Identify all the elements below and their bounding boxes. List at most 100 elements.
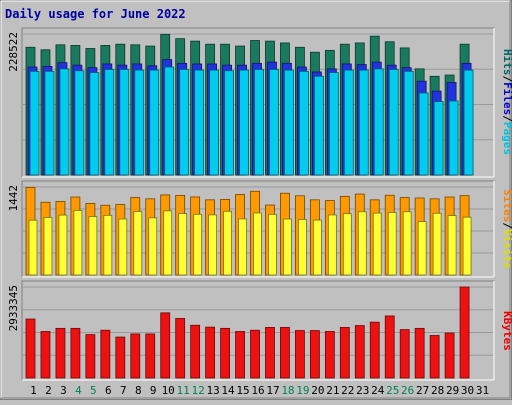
bar-sites-day-23 [357,211,367,276]
bar-pages-day-1 [29,70,40,176]
bar-kbytes-day-19 [295,330,305,379]
bar-kbytes-day-11 [175,318,186,379]
legend-entry: Files [501,82,512,115]
day-label-20: 20 [311,384,324,397]
panel-visits-sites: 1442 Sites/Visits [7,180,512,278]
bar-sites-day-26 [402,211,412,276]
bar-kbytes-day-30 [459,286,470,379]
bar-sites-day-24 [372,212,382,276]
bar-pages-day-24 [373,68,384,176]
bar-sites-day-6 [103,214,113,276]
panel-max-label: 2933345 [7,285,20,331]
x-axis-day-labels: 1 2 3 4 5 6 7 8 9 10 11 12 13 14 15 16 17 18 19 20 21 22 23 24 2… [30,384,489,397]
bar-sites-day-11 [178,213,188,276]
bar-kbytes-day-14 [220,327,230,379]
day-label-12: 12 [192,384,205,397]
day-label-16: 16 [251,384,264,397]
bar-sites-day-2 [43,217,53,276]
bar-kbytes-day-1 [25,318,36,379]
bar-pages-day-2 [44,70,55,176]
bar-kbytes-day-5 [85,334,96,379]
day-label-19: 19 [296,384,309,397]
bar-pages-day-15 [239,69,249,176]
bar-kbytes-day-28 [429,335,440,379]
day-label-17: 17 [266,384,279,397]
bar-pages-day-12 [194,69,205,176]
bar-sites-day-8 [133,211,143,276]
bar-kbytes-day-21 [324,331,335,379]
day-label-6: 6 [105,384,112,397]
bar-pages-day-5 [89,72,100,176]
legend-entry: Hits [501,49,512,76]
bar-kbytes-day-22 [339,327,350,379]
panel-kbytes: 2933345 KBytes [7,280,512,381]
day-label-24: 24 [371,384,385,397]
bar-kbytes-day-25 [384,315,395,379]
bar-kbytes-day-13 [205,326,216,379]
day-label-29: 29 [446,384,459,397]
bar-pages-day-13 [209,69,220,176]
bar-pages-day-3 [59,68,70,176]
bar-sites-day-10 [163,210,173,276]
day-label-21: 21 [326,384,339,397]
bar-sites-day-4 [73,210,83,276]
panel-legend: Hits/Files/Pages [501,49,512,155]
bar-kbytes-day-8 [130,333,141,379]
bar-pages-day-19 [299,70,309,176]
bar-pages-day-8 [134,69,145,176]
panel-max-label: 228522 [7,32,20,72]
day-label-23: 23 [356,384,369,397]
bar-pages-day-11 [179,69,190,176]
bar-pages-day-30 [463,69,474,176]
bar-kbytes-day-12 [190,324,201,379]
bar-kbytes-day-23 [354,325,365,379]
bar-pages-day-29 [448,100,459,176]
bar-sites-day-3 [58,214,68,276]
bar-sites-day-27 [417,221,427,276]
day-label-1: 1 [30,384,37,397]
chart-title: Daily usage for June 2022 [5,7,186,21]
bar-pages-day-10 [164,66,175,176]
bar-pages-day-14 [224,70,234,176]
bar-sites-day-14 [223,210,232,276]
bar-sites-day-17 [268,213,277,276]
bar-kbytes-day-2 [40,331,51,379]
panel-hits-files-pages: 228522 Hits/Files/Pages [7,27,512,178]
bar-pages-day-16 [254,69,264,176]
legend-entry: Visits [501,229,512,269]
bar-pages-day-28 [433,101,444,176]
day-label-5: 5 [90,384,97,397]
bar-kbytes-day-6 [100,329,111,379]
bar-sites-day-16 [253,212,262,276]
day-label-8: 8 [135,384,142,397]
day-label-15: 15 [236,384,249,397]
bar-kbytes-day-15 [235,331,245,379]
day-label-28: 28 [431,384,444,397]
bar-sites-day-22 [342,213,352,276]
bar-kbytes-day-10 [160,312,171,379]
bar-pages-day-23 [358,69,369,176]
bar-kbytes-day-4 [70,327,81,379]
bar-pages-day-6 [104,69,115,176]
day-label-25: 25 [386,384,399,397]
bar-sites-day-29 [447,215,457,276]
bar-sites-day-19 [298,219,307,276]
bar-kbytes-day-3 [55,327,66,379]
legend-entry: / [501,76,512,83]
day-label-22: 22 [341,384,354,397]
bar-sites-day-12 [193,213,203,276]
legend-entry: KBytes [501,311,512,351]
bar-sites-day-20 [312,219,322,276]
bar-pages-day-17 [269,69,279,176]
day-label-27: 27 [416,384,429,397]
bar-kbytes-day-9 [145,333,156,379]
bar-kbytes-day-17 [265,327,275,379]
day-label-31: 31 [476,384,489,397]
bar-sites-day-1 [28,219,38,276]
bar-sites-day-9 [148,217,158,276]
bar-kbytes-day-26 [399,329,410,379]
bar-kbytes-day-7 [115,336,126,379]
day-label-13: 13 [206,384,219,397]
bar-sites-day-25 [387,212,397,276]
